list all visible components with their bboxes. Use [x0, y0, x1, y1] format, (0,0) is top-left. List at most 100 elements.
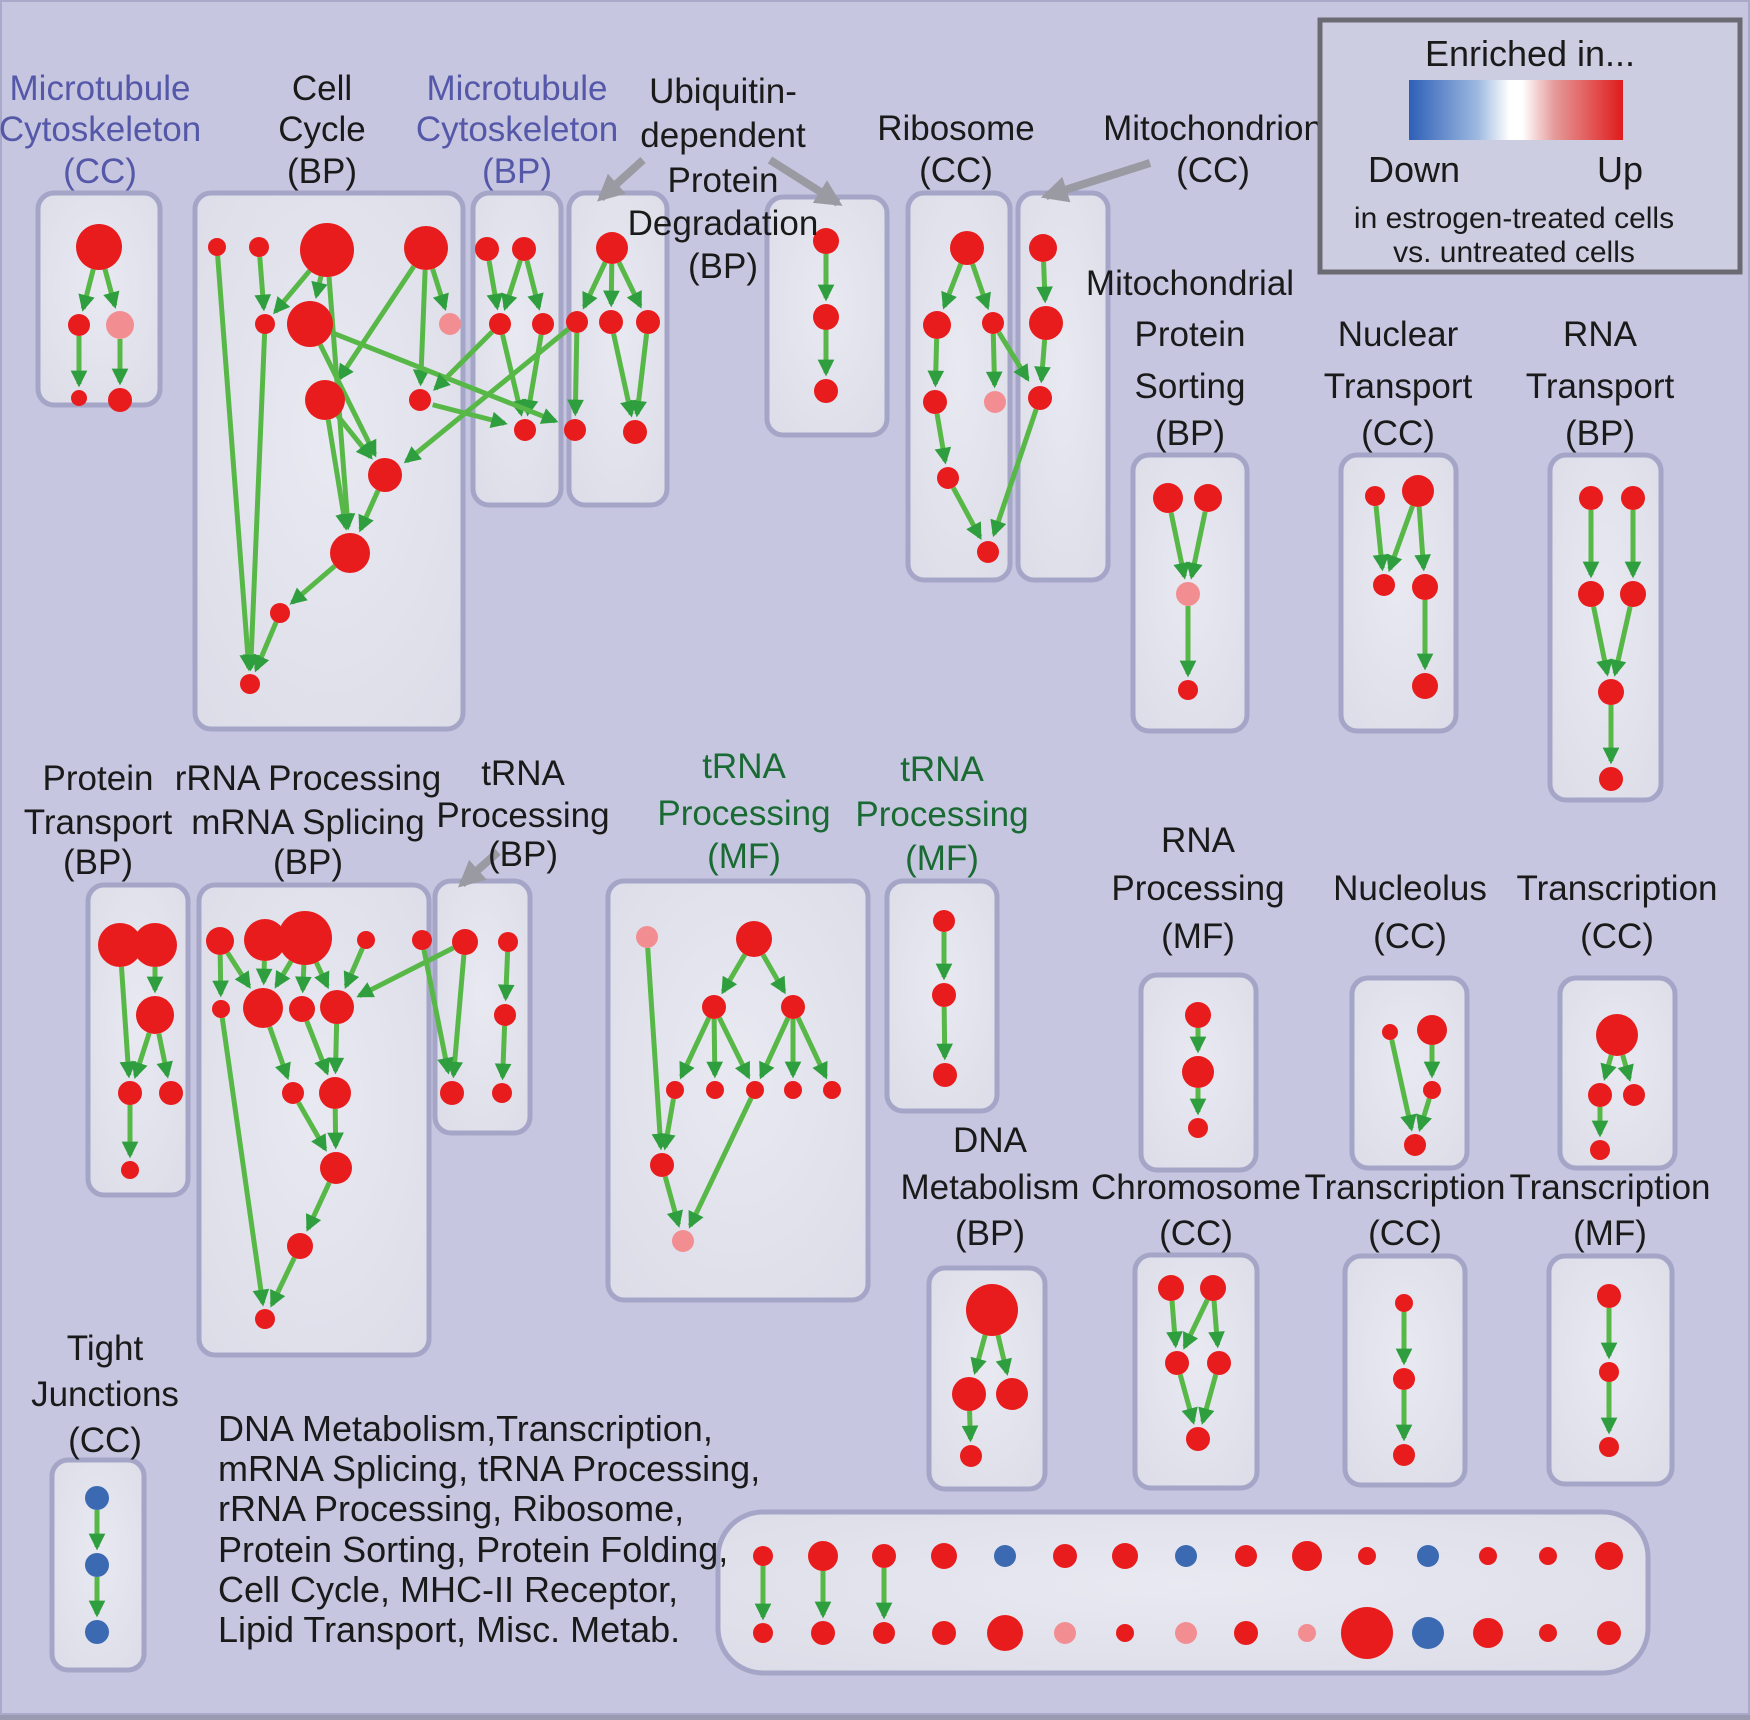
node-trna-processing-bp	[440, 1081, 464, 1105]
node-cell-cycle-bp	[439, 313, 461, 335]
node-misc-strip	[932, 1621, 956, 1645]
cluster-label-ubiquitin-degradation-box-left: (BP)	[688, 247, 758, 286]
node-dna-metabolism-bp	[996, 1378, 1028, 1410]
node-rna-processing-mf	[1188, 1118, 1208, 1138]
edge-rrna-processing-mrna-splicing-bp	[264, 961, 265, 982]
cluster-label-dna-metabolism-bp: DNA	[953, 1121, 1028, 1160]
edge-rrna-processing-mrna-splicing-bp	[220, 955, 221, 994]
edge-chromosome-cc	[1214, 1301, 1218, 1345]
node-microtubule-cytoskeleton-bp	[514, 419, 536, 441]
node-ubiquitin-degradation-box-left	[564, 419, 586, 441]
node-ribosome-cc	[982, 312, 1004, 334]
node-cell-cycle-bp	[240, 674, 260, 694]
cluster-label-tight-junctions-cc: Junctions	[31, 1375, 179, 1414]
node-misc-strip	[1595, 1542, 1623, 1570]
node-trna-processing-mf-large	[823, 1081, 841, 1099]
node-nuclear-transport-cc	[1412, 673, 1438, 699]
node-rna-transport-bp	[1599, 767, 1623, 791]
cluster-label-rna-processing-mf: (MF)	[1161, 917, 1235, 956]
node-ubiquitin-degradation-box-left	[596, 232, 628, 264]
node-transcription-cc-lower	[1395, 1294, 1413, 1312]
node-rrna-processing-mrna-splicing-bp	[243, 988, 283, 1028]
node-microtubule-cytoskeleton-bp	[489, 313, 511, 335]
cluster-label-transcription-cc-upper: (CC)	[1580, 917, 1654, 956]
node-transcription-mf	[1599, 1362, 1619, 1382]
node-misc-strip	[1417, 1545, 1439, 1567]
node-trna-processing-mf-large	[736, 921, 772, 957]
cluster-label-cell-cycle-bp: (BP)	[287, 152, 357, 191]
cluster-label-mitochondrial-protein-sorting-bp: Mitochondrial	[1086, 264, 1294, 303]
misc-categories-text: DNA Metabolism,Transcription,	[218, 1408, 713, 1449]
cluster-label-ubiquitin-degradation-box-left: Protein	[668, 161, 779, 200]
node-rrna-processing-mrna-splicing-bp	[320, 1152, 352, 1184]
node-nuclear-transport-cc	[1373, 574, 1395, 596]
node-microtubule-cytoskeleton-cc	[71, 390, 87, 406]
node-cell-cycle-bp	[305, 380, 345, 420]
edge-ubiquitin-degradation-box-left	[611, 264, 612, 304]
node-misc-strip	[872, 1544, 896, 1568]
node-misc-strip	[1054, 1622, 1076, 1644]
node-mitochondrial-protein-sorting-bp	[1178, 680, 1198, 700]
node-transcription-cc-lower	[1393, 1444, 1415, 1466]
node-nucleolus-cc	[1417, 1015, 1447, 1045]
node-misc-strip	[1053, 1544, 1077, 1568]
cluster-label-nuclear-transport-cc: Nuclear	[1338, 315, 1459, 354]
edge-chromosome-cc	[1172, 1301, 1176, 1345]
node-cell-cycle-bp	[409, 389, 431, 411]
node-rrna-processing-mrna-splicing-bp	[278, 911, 332, 965]
node-misc-strip	[1597, 1621, 1621, 1645]
cluster-label-trna-processing-mf-small: Processing	[855, 795, 1028, 834]
node-misc-strip	[1341, 1607, 1393, 1659]
node-rrna-processing-mrna-splicing-bp	[412, 930, 432, 950]
cluster-label-microtubule-cytoskeleton-cc: Cytoskeleton	[0, 110, 201, 149]
node-tight-junctions-cc	[85, 1486, 109, 1510]
node-misc-strip	[1412, 1617, 1444, 1649]
node-nucleolus-cc	[1382, 1024, 1398, 1040]
cluster-label-rna-processing-mf: RNA	[1161, 821, 1236, 860]
node-cell-cycle-bp	[330, 533, 370, 573]
edge-trna-processing-mf-small	[944, 1007, 945, 1057]
cluster-label-trna-processing-bp: tRNA	[481, 754, 565, 793]
cluster-box-rna-transport-bp	[1550, 455, 1661, 800]
node-misc-strip	[1479, 1547, 1497, 1565]
node-mitochondrion-cc	[1029, 234, 1057, 262]
node-ribosome-cc	[950, 231, 984, 265]
node-protein-transport-bp	[121, 1161, 139, 1179]
cluster-label-transcription-cc-lower: Transcription	[1305, 1168, 1506, 1207]
node-rna-transport-bp	[1578, 581, 1604, 607]
cluster-label-dna-metabolism-bp: Metabolism	[901, 1168, 1080, 1207]
cluster-label-rna-processing-mf: Processing	[1111, 869, 1284, 908]
cluster-label-protein-transport-bp: Transport	[24, 803, 173, 842]
cluster-label-ubiquitin-degradation-box-left: dependent	[640, 116, 806, 155]
node-microtubule-cytoskeleton-bp	[512, 237, 536, 261]
cluster-label-microtubule-cytoskeleton-bp: Microtubule	[427, 69, 608, 108]
cluster-label-tight-junctions-cc: (CC)	[68, 1421, 142, 1460]
node-nuclear-transport-cc	[1402, 475, 1434, 507]
node-rna-transport-bp	[1621, 486, 1645, 510]
node-chromosome-cc	[1200, 1275, 1226, 1301]
node-misc-strip	[1539, 1624, 1557, 1642]
node-transcription-cc-upper	[1588, 1083, 1612, 1107]
node-trna-processing-mf-small	[933, 910, 955, 932]
node-rrna-processing-mrna-splicing-bp	[255, 1309, 275, 1329]
node-misc-strip	[1298, 1624, 1316, 1642]
edge-ribosome-cc	[935, 339, 936, 384]
cluster-label-nuclear-transport-cc: (CC)	[1361, 414, 1435, 453]
node-microtubule-cytoskeleton-cc	[106, 311, 134, 339]
edge-mitochondrion-cc	[1041, 340, 1044, 380]
cluster-label-transcription-cc-upper: Transcription	[1517, 869, 1718, 908]
cluster-label-cell-cycle-bp: Cycle	[278, 110, 366, 149]
cluster-label-chromosome-cc: (CC)	[1159, 1214, 1233, 1253]
node-ribosome-cc	[984, 391, 1006, 413]
node-cell-cycle-bp	[270, 603, 290, 623]
node-misc-strip	[1175, 1622, 1197, 1644]
cluster-label-chromosome-cc: Chromosome	[1091, 1168, 1301, 1207]
cluster-label-nucleolus-cc: Nucleolus	[1333, 869, 1487, 908]
node-trna-processing-bp	[494, 1004, 516, 1026]
node-tight-junctions-cc	[85, 1620, 109, 1644]
node-trna-processing-mf-large	[672, 1230, 694, 1252]
node-trna-processing-bp	[492, 1083, 512, 1103]
legend-down-label: Down	[1368, 149, 1460, 190]
node-mitochondrial-protein-sorting-bp	[1194, 484, 1222, 512]
node-cell-cycle-bp	[249, 237, 269, 257]
